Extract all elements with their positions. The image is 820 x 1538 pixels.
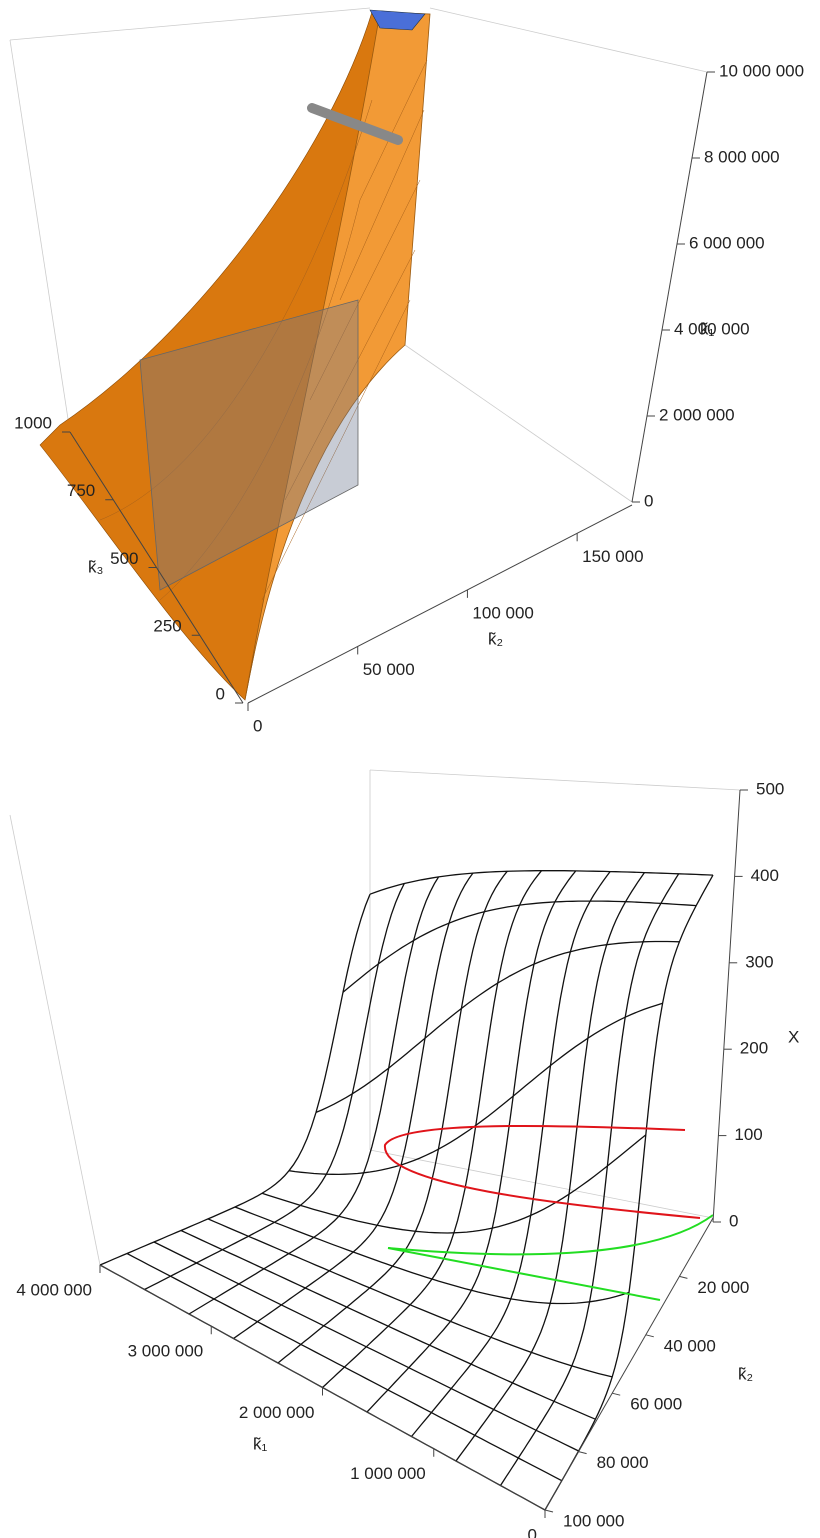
- mesh-line: [144, 883, 405, 1291]
- y-tick-label: 250: [153, 617, 181, 636]
- mesh-line: [234, 1206, 630, 1305]
- tick-mark: [645, 1334, 654, 1338]
- axis-label: k̃₂: [488, 629, 503, 648]
- mesh-line: [342, 900, 697, 993]
- mesh-line: [455, 872, 645, 1462]
- x-tick-label: 0: [253, 716, 262, 735]
- surface-front: [244, 11, 431, 701]
- mesh-line: [207, 1218, 613, 1378]
- tick-mark: [544, 1509, 554, 1513]
- axis-label: k̃₃: [88, 557, 103, 576]
- mesh-line: [277, 870, 508, 1364]
- z-tick-label: 0: [729, 1211, 738, 1230]
- green-curve: [387, 1214, 714, 1301]
- surface-grid: [99, 59, 428, 601]
- axis-z: [631, 71, 708, 503]
- z-tick-label: 500: [756, 779, 784, 798]
- axis-label: k̃₁: [253, 1434, 268, 1453]
- mesh-line: [369, 870, 714, 895]
- y-tick-label: 1000: [14, 413, 52, 432]
- z-tick-label: 400: [751, 866, 779, 885]
- y-tick-label: 80 000: [597, 1453, 649, 1472]
- y-tick-label: 750: [67, 481, 95, 500]
- axis-y: [544, 1217, 714, 1511]
- tick-mark: [578, 1451, 587, 1455]
- y-tick-label: 500: [110, 549, 138, 568]
- axis-label: X: [788, 1027, 799, 1046]
- z-tick-label: 10 000 000: [719, 61, 804, 80]
- surface-mesh: [99, 870, 714, 1511]
- axis-z: [712, 789, 741, 1223]
- box-frame: [9, 769, 741, 1266]
- cut-plane: [139, 299, 359, 591]
- z-tick-label: 300: [745, 952, 773, 971]
- mesh-line: [233, 872, 474, 1340]
- mesh-line: [126, 1252, 563, 1482]
- z-tick-label: 200: [740, 1039, 768, 1058]
- mesh-line: [288, 1002, 663, 1176]
- mesh-line: [180, 1229, 596, 1420]
- z-tick-label: 0: [644, 491, 653, 510]
- x-tick-label: 0: [528, 1525, 537, 1538]
- axis-label: k̃₂: [738, 1364, 753, 1383]
- y-tick-label: 40 000: [664, 1336, 716, 1355]
- z-tick-label: 2 000 000: [659, 405, 735, 424]
- z-tick-label: 4 000 000: [674, 319, 750, 338]
- z-tick-label: 6 000 000: [689, 233, 765, 252]
- surface-top: [369, 9, 426, 31]
- y-tick-label: 60 000: [630, 1395, 682, 1414]
- z-tick-label: 100: [734, 1125, 762, 1144]
- tick-mark: [679, 1275, 688, 1279]
- mesh-line: [188, 876, 440, 1315]
- x-tick-label: 150 000: [582, 547, 643, 566]
- mesh-line: [99, 893, 371, 1266]
- x-tick-label: 1 000 000: [350, 1464, 426, 1483]
- y-tick-label: 0: [216, 684, 225, 703]
- box-frame: [9, 7, 708, 503]
- mesh-line: [153, 1241, 579, 1452]
- red-curve: [383, 1124, 701, 1219]
- tick-mark: [612, 1392, 621, 1396]
- y-tick-label: 100 000: [563, 1511, 624, 1530]
- x-tick-label: 100 000: [472, 603, 533, 622]
- rod: [307, 103, 403, 145]
- mesh-line: [410, 871, 611, 1437]
- axis-x: [247, 504, 633, 704]
- x-tick-label: 50 000: [363, 660, 415, 679]
- x-tick-label: 3 000 000: [128, 1342, 204, 1361]
- z-tick-label: 8 000 000: [704, 147, 780, 166]
- x-tick-label: 4 000 000: [16, 1280, 92, 1299]
- mesh-line: [315, 940, 680, 1114]
- x-tick-label: 2 000 000: [239, 1403, 315, 1422]
- axis-label: k̃₁: [700, 319, 715, 338]
- mesh-line: [544, 874, 714, 1511]
- y-tick-label: 20 000: [697, 1278, 749, 1297]
